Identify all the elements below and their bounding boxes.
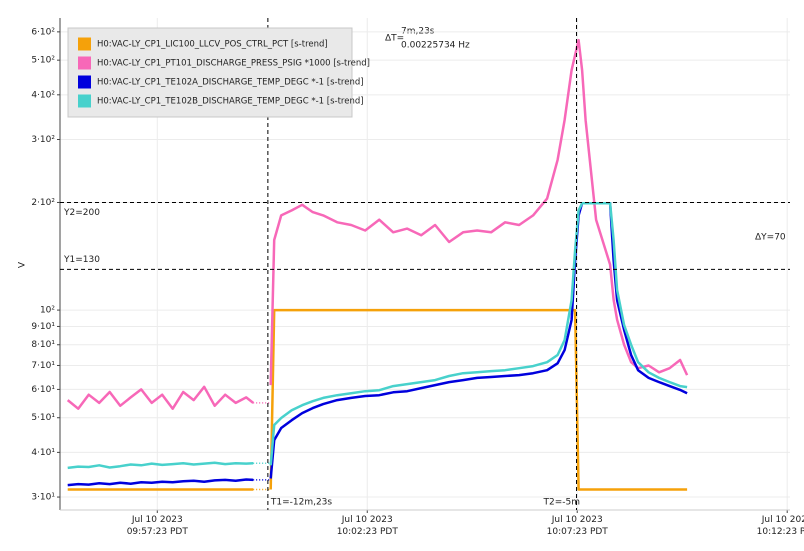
x-tick-label: Jul 10 2023 10:02:23 PDT <box>337 515 399 537</box>
y-axis-label: V <box>18 261 28 268</box>
x-tick-label-line: Jul 10 2023 <box>131 515 183 525</box>
series-line <box>67 308 688 491</box>
x-tick-label-line: Jul 10 2023 <box>761 515 804 525</box>
legend-swatch <box>78 75 91 89</box>
value-cursor-label: Y1=130 <box>63 255 100 265</box>
legend-swatch <box>78 56 91 70</box>
value-cursor-label: Y2=200 <box>63 208 100 218</box>
y-tick-label: 4·10¹ <box>31 448 55 458</box>
y-tick-label: 6·10² <box>31 27 55 37</box>
delta-t-frequency: 0.00225734 Hz <box>401 41 470 51</box>
y-tick-label: 10² <box>40 306 55 316</box>
y-tick-label: 5·10¹ <box>31 413 55 423</box>
y-tick-label: 6·10¹ <box>31 385 55 395</box>
y-tick-label: 7·10¹ <box>31 361 55 371</box>
x-tick-label: Jul 10 2023 09:57:23 PDT <box>127 515 189 537</box>
y-tick-label: 9·10¹ <box>31 322 55 332</box>
x-tick-label: Jul 10 2023 10:07:23 PDT <box>547 515 609 537</box>
legend-label: H0:VAC-LY_CP1_PT101_DISCHARGE_PRESS_PSIG… <box>97 59 370 69</box>
delta-y-label: ΔY=70 <box>755 233 786 243</box>
y-tick-label: 5·10² <box>31 56 55 66</box>
delta-t-label: ΔT= <box>385 34 404 44</box>
series-line <box>67 201 688 470</box>
legend-label: H0:VAC-LY_CP1_LIC100_LLCV_POS_CTRL_PCT [… <box>97 40 328 50</box>
legend-swatch <box>78 94 91 108</box>
series-line <box>66 38 689 410</box>
x-tick-label: Jul 10 2023 10:12:23 PDT <box>757 515 804 537</box>
legend-label: H0:VAC-LY_CP1_TE102B_DISCHARGE_TEMP_DEGC… <box>97 97 364 107</box>
legend-label: H0:VAC-LY_CP1_TE102A_DISCHARGE_TEMP_DEGC… <box>97 78 364 88</box>
series-line <box>67 201 688 487</box>
x-tick-label-line: 10:12:23 PDT <box>757 527 804 537</box>
x-tick-label-line: Jul 10 2023 <box>551 515 603 525</box>
legend-swatch <box>78 37 91 51</box>
y-tick-label: 3·10¹ <box>31 493 55 503</box>
y-tick-label: 3·10² <box>31 135 55 145</box>
x-tick-label-line: 10:02:23 PDT <box>337 527 399 537</box>
x-tick-label-line: 10:07:23 PDT <box>547 527 609 537</box>
time-cursor-label: T1=-12m,23s <box>270 498 333 508</box>
y-tick-label: 8·10¹ <box>31 340 55 350</box>
y-tick-label: 4·10² <box>31 90 55 100</box>
y-tick-label: 2·10² <box>31 198 55 208</box>
x-tick-label-line: Jul 10 2023 <box>341 515 393 525</box>
legend <box>67 27 353 118</box>
x-tick-label-line: 09:57:23 PDT <box>127 527 189 537</box>
time-cursor-label: T2=-5m <box>543 498 581 508</box>
